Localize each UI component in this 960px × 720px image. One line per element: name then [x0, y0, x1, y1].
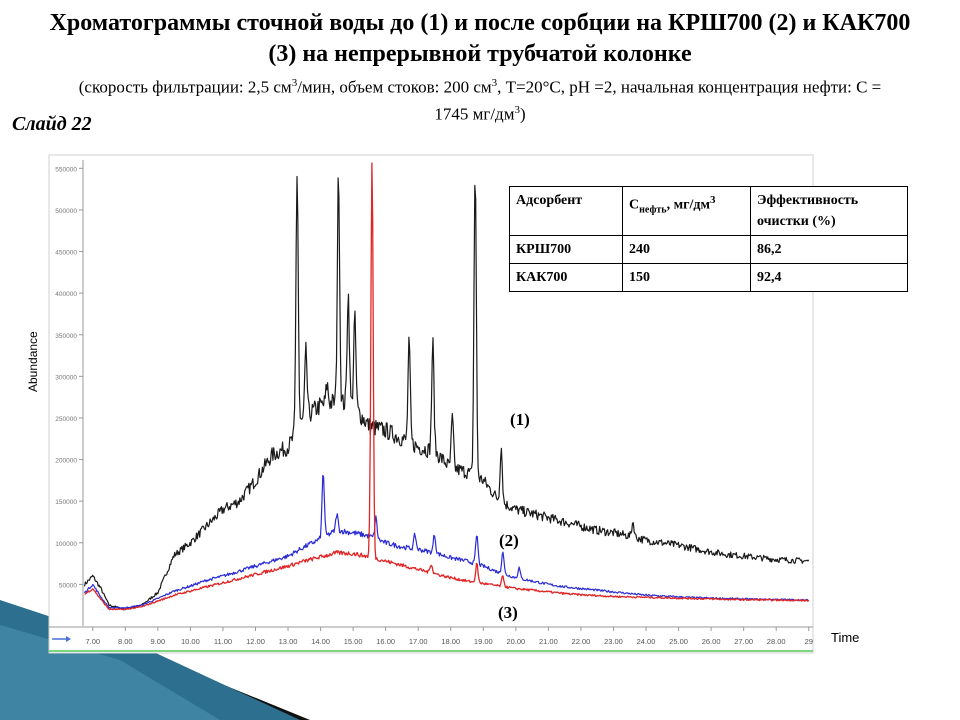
- x-axis-title: Time: [831, 630, 860, 645]
- cell-concentration: 150: [622, 263, 751, 292]
- series-label-2: (2): [499, 531, 519, 550]
- x-tick-label: 22.00: [572, 637, 591, 646]
- series-label-3: (3): [498, 603, 518, 622]
- x-tick-label: 13.00: [279, 637, 298, 646]
- x-tick-label: 28.00: [767, 637, 786, 646]
- x-tick-label: 25.00: [669, 637, 688, 646]
- header-adsorbent: Адсорбент: [509, 186, 623, 236]
- series-line-1: [84, 175, 810, 611]
- slide-title: Хроматограммы сточной воды до (1) и посл…: [49, 10, 911, 67]
- series-line-2: [84, 474, 810, 609]
- y-tick-label: 200000: [55, 458, 77, 465]
- x-tick-label: 11.00: [214, 637, 232, 646]
- x-tick-label: 26.00: [702, 637, 721, 646]
- y-tick-label: 450000: [55, 250, 77, 257]
- x-tick-label: 21.00: [539, 637, 558, 646]
- results-table: Адсорбент Снефть, мг/дм3 Эффективность о…: [509, 186, 908, 292]
- cell-efficiency: 92,4: [750, 263, 908, 292]
- slide-number-label: Слайд 22: [12, 113, 92, 135]
- cell-efficiency: 86,2: [750, 235, 908, 264]
- y-axis-title: Abundance: [26, 331, 40, 392]
- y-tick-label: 500000: [55, 208, 77, 215]
- y-tick-label: 250000: [55, 416, 77, 423]
- cell-concentration: 240: [622, 235, 751, 264]
- cell-adsorbent: КРШ700: [509, 235, 623, 264]
- x-tick-label: 29: [805, 637, 813, 646]
- y-tick-label: 550000: [55, 166, 77, 173]
- table-row: КРШ700 240 86,2: [509, 235, 908, 264]
- x-tick-label: 9.00: [151, 637, 166, 646]
- y-tick-label: 100000: [55, 541, 77, 548]
- x-tick-label: 19.00: [474, 637, 493, 646]
- header-concentration: Снефть, мг/дм3: [622, 186, 751, 236]
- y-tick-label: 350000: [55, 333, 77, 340]
- y-tick-label: 400000: [55, 291, 77, 298]
- x-tick-label: 18.00: [441, 637, 460, 646]
- x-tick-label: 16.00: [376, 637, 395, 646]
- x-tick-label: 10.00: [181, 637, 200, 646]
- x-tick-label: 14.00: [311, 637, 330, 646]
- x-tick-label: 15.00: [344, 637, 363, 646]
- y-tick-label: 300000: [55, 374, 77, 381]
- x-tick-label: 7.00: [85, 637, 100, 646]
- x-tick-label: 23.00: [604, 637, 623, 646]
- x-axis-arrow-icon: [52, 636, 71, 642]
- x-tick-label: 24.00: [637, 637, 656, 646]
- table-header-row: Адсорбент Снефть, мг/дм3 Эффективность о…: [509, 186, 908, 236]
- x-tick-label: 17.00: [409, 637, 428, 646]
- y-tick-label: 50000: [59, 582, 77, 589]
- cell-adsorbent: КАК700: [509, 263, 623, 292]
- table-row: КАК700 150 92,4: [509, 263, 908, 292]
- x-tick-label: 12.00: [246, 637, 265, 646]
- series-label-1: (1): [510, 410, 530, 429]
- x-tick-label: 20.00: [506, 637, 525, 646]
- header-efficiency: Эффективность очистки (%): [750, 186, 908, 236]
- series-line-3: [84, 162, 810, 611]
- slide-conditions: (скорость фильтрации: 2,5 см3/мин, объем…: [78, 77, 882, 124]
- x-tick-label: 8.00: [118, 637, 133, 646]
- y-tick-label: 150000: [55, 499, 77, 506]
- x-tick-label: 27.00: [734, 637, 753, 646]
